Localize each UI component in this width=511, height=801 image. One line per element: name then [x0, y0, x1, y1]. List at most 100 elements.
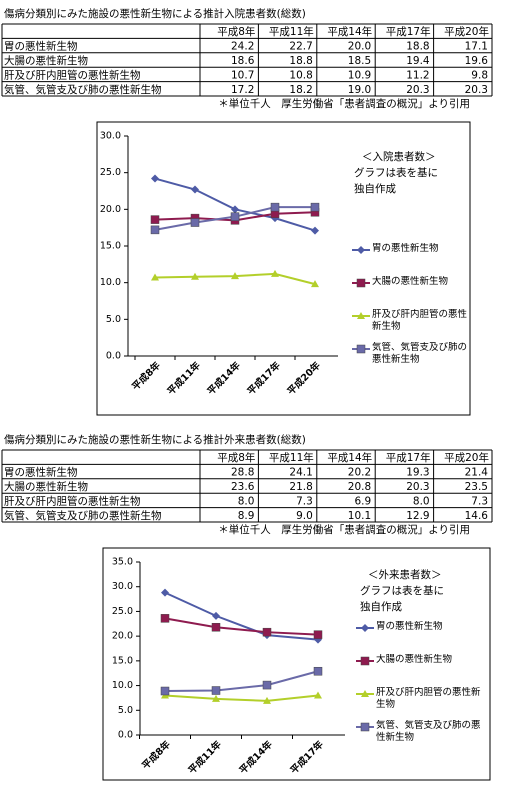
- marker: [262, 680, 272, 690]
- marker: [211, 686, 221, 695]
- legend-label-box: 肝及び肝内胆管の悪性新生物: [376, 687, 481, 710]
- row-label: 胃の悪性新生物: [4, 466, 78, 479]
- table-header: 平成17年: [386, 451, 431, 464]
- marker: [212, 611, 220, 620]
- y-tick-label: 15.0: [112, 655, 133, 666]
- legend-label: 胃の悪性新生物: [376, 621, 443, 632]
- cell: 24.1: [289, 467, 312, 479]
- cell: 19.3: [406, 467, 429, 479]
- legend-label: 肝及び肝内胆管の悪性新生物: [372, 309, 468, 332]
- y-tick-label: 30.0: [112, 581, 133, 592]
- cell: 20.8: [348, 481, 371, 493]
- cell: 21.8: [289, 481, 312, 493]
- cell: 18.6: [231, 55, 255, 67]
- annotation: 独自作成: [360, 600, 402, 613]
- marker: [313, 666, 323, 676]
- y-tick-label: 0.0: [106, 351, 121, 362]
- y-tick-label: 5.0: [106, 314, 121, 325]
- x-tick-label: 平成17年: [245, 359, 283, 397]
- cell: 18.5: [348, 55, 371, 67]
- cell: 9.0: [296, 510, 313, 522]
- series-line: [164, 694, 319, 702]
- legend-label: 気管、気管支及び肺の悪性新生物: [372, 342, 468, 365]
- marker: [161, 588, 169, 597]
- cell: 11.2: [406, 69, 429, 81]
- legend-label-box: 胃の悪性新生物: [372, 243, 439, 254]
- table-header: 平成8年: [217, 25, 255, 38]
- marker: [356, 278, 366, 288]
- y-tick-label: 15.0: [100, 241, 121, 252]
- chart-frame: [102, 547, 491, 781]
- x-tick-label: 平成8年: [140, 738, 174, 772]
- marker: [191, 272, 199, 280]
- marker: [360, 722, 370, 732]
- marker: [150, 225, 160, 235]
- cell: 20.2: [348, 467, 371, 479]
- y-tick-label: 20.0: [112, 631, 133, 642]
- cell: 9.8: [471, 69, 488, 81]
- cell: 22.7: [289, 41, 312, 53]
- cell: 17.1: [465, 41, 488, 53]
- cell: 17.2: [231, 84, 254, 96]
- cell: 23.5: [465, 481, 488, 493]
- table-header: 平成20年: [444, 25, 489, 38]
- x-tick-label: 平成14年: [237, 738, 275, 776]
- table-header: 平成17年: [386, 25, 431, 38]
- series-line: [164, 617, 319, 636]
- x-tick-label: 平成17年: [288, 738, 326, 776]
- marker: [190, 218, 200, 227]
- cell: 8.9: [238, 510, 255, 522]
- cell: 19.4: [406, 55, 430, 67]
- marker: [311, 226, 319, 235]
- cell: 20.3: [406, 481, 429, 493]
- y-tick-label: 5.0: [118, 705, 133, 716]
- marker: [313, 630, 323, 639]
- y-tick-label: 0.0: [118, 730, 133, 741]
- cell: 10.1: [348, 510, 371, 522]
- annotation: グラフは表を基に: [360, 584, 444, 597]
- marker: [271, 269, 279, 277]
- y-tick-label: 10.0: [100, 277, 121, 288]
- marker: [361, 624, 369, 632]
- cell: 7.3: [296, 495, 313, 507]
- cell: 24.2: [231, 41, 254, 53]
- table-header: 平成8年: [217, 451, 255, 464]
- row-label: 気管、気管支及び肺の悪性新生物: [4, 83, 162, 96]
- cell: 8.0: [238, 495, 255, 507]
- cell: 12.9: [406, 510, 429, 522]
- marker: [160, 614, 170, 623]
- row-label: 肝及び肝内胆管の悪性新生物: [4, 68, 141, 81]
- table-title: 傷病分類別にみた施設の悪性新生物による推計入院患者数(総数): [4, 7, 306, 20]
- series-line: [164, 591, 319, 641]
- y-tick-label: 30.0: [100, 131, 121, 142]
- cell: 18.2: [289, 84, 312, 96]
- cell: 10.7: [231, 69, 254, 81]
- cell: 18.8: [289, 55, 312, 67]
- marker: [357, 312, 365, 319]
- legend-label-box: 気管、気管支及び肺の悪性新生物: [376, 720, 481, 743]
- chart-frame: [96, 121, 471, 416]
- legend-label-box: 気管、気管支及び肺の悪性新生物: [372, 342, 468, 365]
- x-tick-label: 平成14年: [205, 359, 243, 397]
- x-tick-label: 平成8年: [130, 359, 164, 393]
- marker: [230, 212, 240, 221]
- marker: [270, 202, 280, 212]
- legend-label-box: 肝及び肝内胆管の悪性新生物: [372, 309, 468, 332]
- cell: 20.3: [465, 84, 488, 96]
- cell: 18.8: [406, 41, 429, 53]
- table-header: 平成14年: [327, 25, 372, 38]
- marker: [314, 691, 322, 699]
- y-tick-label: 20.0: [100, 204, 121, 215]
- marker: [262, 627, 272, 637]
- legend-label: 大腸の悪性新生物: [372, 276, 449, 287]
- cell: 20.0: [348, 41, 371, 53]
- x-tick-label: 平成11年: [165, 359, 203, 397]
- annotation: ＜入院患者数＞: [362, 150, 436, 163]
- y-tick-label: 35.0: [112, 557, 133, 568]
- marker: [311, 280, 319, 288]
- x-tick-label: 平成20年: [285, 359, 323, 397]
- legend-label: 大腸の悪性新生物: [376, 654, 453, 665]
- legend-label: 肝及び肝内胆管の悪性新生物: [376, 687, 481, 710]
- table-header: 平成20年: [444, 451, 489, 464]
